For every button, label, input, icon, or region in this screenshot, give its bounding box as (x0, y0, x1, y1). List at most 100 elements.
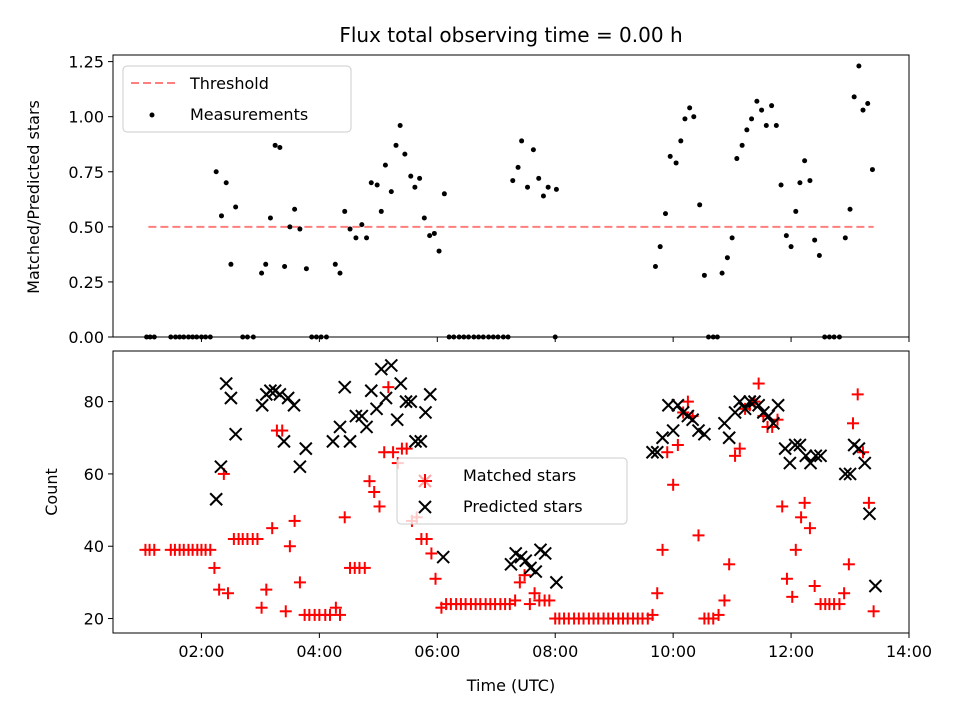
measurement-point (353, 235, 359, 241)
bottom-y-axis-label: Count (42, 468, 61, 516)
matched-star-point (661, 446, 674, 459)
matched-star-point (213, 583, 226, 596)
predicted-star-point (778, 441, 792, 456)
predicted-star-point (355, 409, 369, 423)
measurement-point (773, 123, 779, 128)
predicted-star-point (685, 412, 700, 427)
measurement-point (368, 180, 374, 186)
predicted-star-point (379, 391, 393, 405)
top-ytick-label: 0.25 (68, 273, 104, 292)
matched-star-point (373, 500, 386, 513)
matched-star-point (266, 522, 279, 535)
measurement-point (218, 213, 224, 219)
legend-predicted-swatch (418, 500, 432, 514)
predicted-star-point (214, 459, 228, 474)
matched-star-point (833, 598, 846, 611)
matched-star-point (846, 417, 859, 430)
predicted-star-point (743, 394, 757, 409)
predicted-star-point (666, 423, 680, 438)
measurement-point (332, 261, 338, 267)
matched-star-point (255, 601, 268, 614)
matched-star-point (288, 514, 301, 527)
predicted-star-point (852, 441, 866, 456)
matched-star-point (523, 598, 536, 611)
measurement-point (318, 334, 324, 340)
measurement-point (421, 215, 427, 221)
measurement-point (397, 123, 403, 128)
predicted-star-point (722, 431, 736, 445)
measurement-point (788, 244, 794, 250)
matched-star-point (851, 388, 864, 401)
predicted-star-point (771, 398, 785, 412)
measurement-point (144, 334, 150, 340)
measurement-point (240, 334, 246, 340)
matched-star-point (729, 449, 742, 462)
top-plot-panel: 0.00 0.25 0.50 0.75 1.00 1.25 (68, 53, 910, 347)
measurement-point (223, 180, 229, 186)
measurement-point (412, 184, 418, 190)
predicted-star-point (766, 416, 781, 431)
legend-predicted-label: Predicted stars (463, 497, 583, 516)
measurement-point (213, 169, 219, 175)
matched-star-point (513, 576, 526, 589)
predicted-star-point (862, 506, 877, 521)
legend-matched-label: Matched stars (463, 466, 576, 485)
predicted-star-point (369, 402, 384, 416)
measurement-point (691, 114, 697, 120)
measurement-point (323, 334, 329, 340)
predicted-star-point (738, 402, 752, 416)
measurement-point (536, 175, 542, 181)
measurement-point (667, 153, 673, 159)
measurement-point (456, 334, 462, 340)
predicted-star-point (751, 398, 766, 412)
measurement-point (194, 334, 200, 340)
matched-star-point (323, 608, 336, 621)
predicted-star-point (404, 394, 418, 409)
measurement-point (807, 178, 813, 184)
measurement-point (417, 175, 423, 181)
measurement-point (190, 334, 196, 340)
measurement-point (778, 182, 784, 188)
measurement-point (759, 107, 765, 113)
measurement-point (869, 167, 875, 173)
bottom-ytick-label: 20 (84, 610, 104, 629)
top-plot-frame (112, 54, 910, 338)
measurement-point (710, 334, 716, 340)
predicted-star-point (868, 579, 883, 593)
bottom-xtick-label: 02:00 (178, 642, 224, 661)
matched-star-point (842, 558, 855, 571)
matched-star-point (293, 576, 306, 589)
predicted-star-point (645, 445, 660, 459)
matched-star-point (363, 475, 376, 488)
bottom-xtick-label: 10:00 (650, 642, 696, 661)
measurement-point (842, 235, 848, 241)
measurement-point (173, 334, 179, 340)
predicted-star-point (504, 557, 518, 572)
predicted-star-point (293, 459, 307, 474)
predicted-star-point (519, 553, 533, 568)
measurement-point (552, 334, 558, 340)
matched-star-point (803, 522, 816, 535)
measurement-point (374, 182, 380, 188)
measurement-point (510, 178, 516, 184)
measurement-point (203, 334, 209, 340)
top-legend: Threshold Measurements (122, 65, 352, 133)
matched-star-point (368, 486, 381, 498)
measurement-point (388, 189, 394, 195)
measurement-point (826, 334, 832, 340)
matched-star-point (279, 605, 292, 618)
measurement-point (451, 334, 457, 340)
predicted-star-point (263, 384, 278, 398)
matched-star-point (509, 594, 522, 607)
measurement-point (682, 116, 688, 122)
legend-measurements-label: Measurements (190, 105, 308, 124)
legend-threshold-label: Threshold (189, 74, 269, 93)
measurement-point (505, 334, 511, 340)
predicted-star-point (224, 391, 238, 405)
predicted-star-point (799, 449, 813, 463)
matched-star-point (681, 395, 694, 408)
measurement-point (812, 237, 818, 243)
measurement-point (662, 211, 668, 217)
matched-star-point (358, 561, 371, 574)
measurement-point (865, 100, 871, 106)
